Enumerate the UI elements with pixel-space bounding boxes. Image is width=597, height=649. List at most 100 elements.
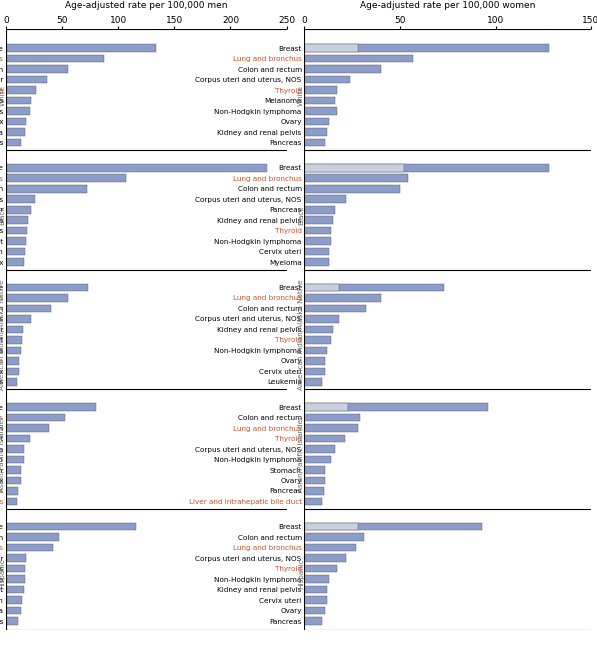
Bar xyxy=(304,129,327,136)
Bar xyxy=(304,523,358,530)
Bar xyxy=(304,378,322,386)
Bar xyxy=(304,414,360,421)
Bar xyxy=(6,315,30,323)
Title: Age-adjusted rate per 100,000 women: Age-adjusted rate per 100,000 women xyxy=(360,1,536,10)
Bar xyxy=(304,44,358,52)
Bar xyxy=(6,185,87,193)
Bar xyxy=(304,238,331,245)
Bar xyxy=(6,544,53,552)
Bar xyxy=(304,487,324,495)
Bar xyxy=(6,117,26,125)
Bar xyxy=(6,445,24,453)
Bar xyxy=(6,596,21,604)
Bar xyxy=(6,487,19,495)
Bar xyxy=(304,565,337,572)
Bar xyxy=(6,477,20,484)
Bar xyxy=(6,227,27,234)
Bar xyxy=(6,139,20,146)
Bar xyxy=(6,403,96,411)
Bar xyxy=(304,347,327,354)
Bar xyxy=(304,206,335,214)
Text: Asian/Pacific Islander: Asian/Pacific Islander xyxy=(0,416,5,493)
Bar xyxy=(6,304,51,312)
Text: Black: Black xyxy=(298,205,304,225)
Bar xyxy=(304,227,331,234)
Bar xyxy=(6,66,67,73)
Bar xyxy=(304,533,364,541)
Bar xyxy=(6,414,66,421)
Title: Age-adjusted rate per 100,000 men: Age-adjusted rate per 100,000 men xyxy=(65,1,227,10)
Bar xyxy=(304,456,331,463)
Bar xyxy=(6,76,48,83)
Bar xyxy=(6,107,29,115)
Bar xyxy=(304,107,337,115)
Bar xyxy=(304,554,346,562)
Text: Asian/Pacific Islander: Asian/Pacific Islander xyxy=(298,416,304,493)
Bar xyxy=(6,435,29,443)
Bar xyxy=(6,586,24,593)
Bar xyxy=(304,403,349,411)
Bar xyxy=(304,617,322,625)
Bar xyxy=(6,424,48,432)
Bar xyxy=(304,44,549,52)
Bar xyxy=(304,466,325,474)
Text: White: White xyxy=(0,85,5,106)
Bar xyxy=(304,66,381,73)
Bar xyxy=(304,326,333,333)
Bar xyxy=(6,258,24,266)
Bar xyxy=(304,248,330,256)
Bar xyxy=(6,367,20,375)
Bar xyxy=(304,477,325,484)
Bar xyxy=(6,326,23,333)
Bar xyxy=(6,533,59,541)
Text: American Indian/Alaska Native: American Indian/Alaska Native xyxy=(298,279,304,390)
Bar xyxy=(304,445,335,453)
Bar xyxy=(304,55,413,62)
Bar xyxy=(6,565,25,572)
Bar xyxy=(304,97,335,104)
Bar xyxy=(304,607,325,615)
Bar xyxy=(6,456,24,463)
Bar xyxy=(304,185,400,193)
Bar xyxy=(6,55,104,62)
Bar xyxy=(6,164,267,171)
Bar xyxy=(304,586,327,593)
Bar xyxy=(304,86,337,94)
Bar xyxy=(6,248,25,256)
Bar xyxy=(6,86,36,94)
Bar xyxy=(304,576,330,583)
Text: Hispanic: Hispanic xyxy=(298,559,304,589)
Bar xyxy=(304,498,322,506)
Bar xyxy=(304,367,325,375)
Text: Black: Black xyxy=(0,205,5,225)
Bar xyxy=(304,195,346,203)
Bar xyxy=(6,97,30,104)
Bar xyxy=(6,238,26,245)
Bar xyxy=(304,139,325,146)
Bar xyxy=(304,258,330,266)
Bar xyxy=(304,435,344,443)
Bar xyxy=(6,466,20,474)
Bar xyxy=(304,164,549,171)
Bar xyxy=(6,44,156,52)
Bar xyxy=(304,403,488,411)
Bar xyxy=(304,294,381,302)
Bar xyxy=(6,576,25,583)
Bar xyxy=(6,347,20,354)
Bar xyxy=(6,195,35,203)
Bar xyxy=(304,315,339,323)
Bar xyxy=(304,357,325,365)
Bar xyxy=(304,284,339,291)
Text: American Indian/Alaska Native: American Indian/Alaska Native xyxy=(0,279,5,390)
Text: White: White xyxy=(298,85,304,106)
Bar xyxy=(6,554,26,562)
Bar xyxy=(304,117,330,125)
Bar xyxy=(304,164,404,171)
Bar xyxy=(6,357,20,365)
Bar xyxy=(6,206,30,214)
Bar xyxy=(6,617,19,625)
Bar xyxy=(6,336,21,343)
Bar xyxy=(304,336,331,343)
Bar xyxy=(6,523,136,530)
Bar xyxy=(6,216,29,224)
